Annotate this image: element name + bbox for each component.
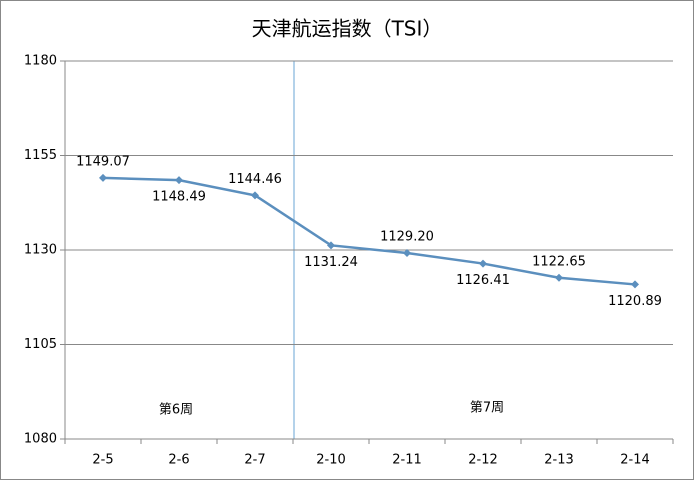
chart-title: 天津航运指数（TSI） [252,17,443,41]
data-label: 1129.20 [380,230,434,245]
data-label: 1148.49 [152,190,206,205]
x-tick-label: 2-14 [620,453,650,468]
data-label: 1122.65 [532,254,586,269]
data-label: 1131.24 [304,255,358,270]
x-tick-label: 2-5 [92,453,113,468]
marker [327,241,335,250]
line [102,176,636,286]
data-label: 1126.41 [456,273,510,288]
x-tick-label: 2-12 [468,453,498,468]
marker [555,273,563,282]
data-label: 1144.46 [228,172,282,187]
x-tick-label: 2-11 [392,453,422,468]
x-tick-label: 2-13 [544,453,574,468]
marker [631,280,639,289]
y-tick-label: 1155 [24,148,57,163]
y-tick-label: 1080 [24,432,57,447]
y-tick-label: 1130 [24,243,57,258]
annotation: 第7周 [470,401,504,416]
marker [251,191,259,200]
marker [99,173,107,182]
x-tick-label: 2-7 [244,453,265,468]
marker [479,259,487,268]
y-tick-label: 1105 [24,337,57,352]
y-tick-label: 1180 [24,54,57,69]
annotation: 第6周 [159,403,193,418]
marker [403,249,411,258]
marker [175,176,183,185]
x-tick-label: 2-10 [316,453,346,468]
data-label: 1149.07 [76,154,130,169]
x-tick-label: 2-6 [168,453,189,468]
data-label: 1120.89 [608,294,662,309]
